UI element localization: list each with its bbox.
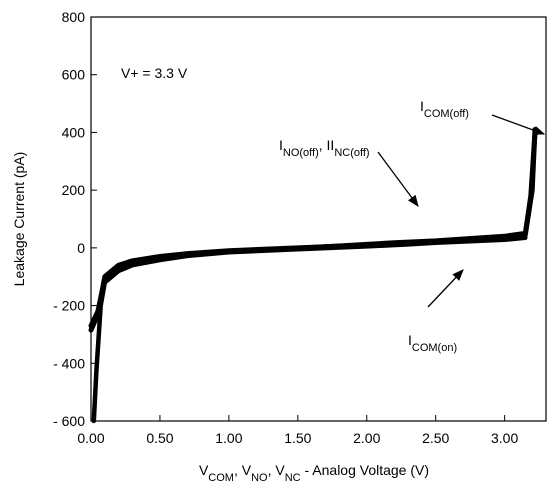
y-tick-label: 0 [77,240,85,256]
x-tick-label: 3.00 [491,430,518,446]
x-axis-title: VCOM, VNO, VNC - Analog Voltage (V) [199,462,429,484]
y-tick-label: - 600 [53,413,85,429]
x-tick-label: 1.00 [215,430,242,446]
y-tick-label: - 400 [53,355,85,371]
icom-on-label: ICOM(on) [408,332,457,354]
x-tick-label: 2.00 [353,430,380,446]
x-tick-label: 0.00 [77,430,104,446]
y-tick-label: 200 [62,182,86,198]
y-tick-label: - 200 [53,298,85,314]
series-layer [88,127,538,424]
y-axis-title: Leakage Current (pA) [11,152,27,287]
y-tick-label: 400 [62,124,86,140]
series-line-i-com-off [88,129,538,329]
y-tick-label: 600 [62,67,86,83]
icom-off-label: ICOM(off) [420,98,469,120]
icom-on-arrow [427,269,464,308]
y-tick-label: 800 [62,9,86,25]
plot-frame [90,16,547,422]
series-line-i-no-off-i-nc-off [88,127,538,333]
series-line-i-com-on [91,235,528,424]
icom-off-arrow [491,114,546,135]
x-tick-label: 1.50 [284,430,311,446]
ino-inc-off-arrow [377,151,419,207]
x-tick-label: 0.50 [146,430,173,446]
x-tick-label: 2.50 [422,430,449,446]
vplus-label: V+ = 3.3 V [121,65,188,81]
ino-inc-off-label: INO(off), IINC(off) [279,137,370,159]
vplus-label-background [115,62,227,84]
